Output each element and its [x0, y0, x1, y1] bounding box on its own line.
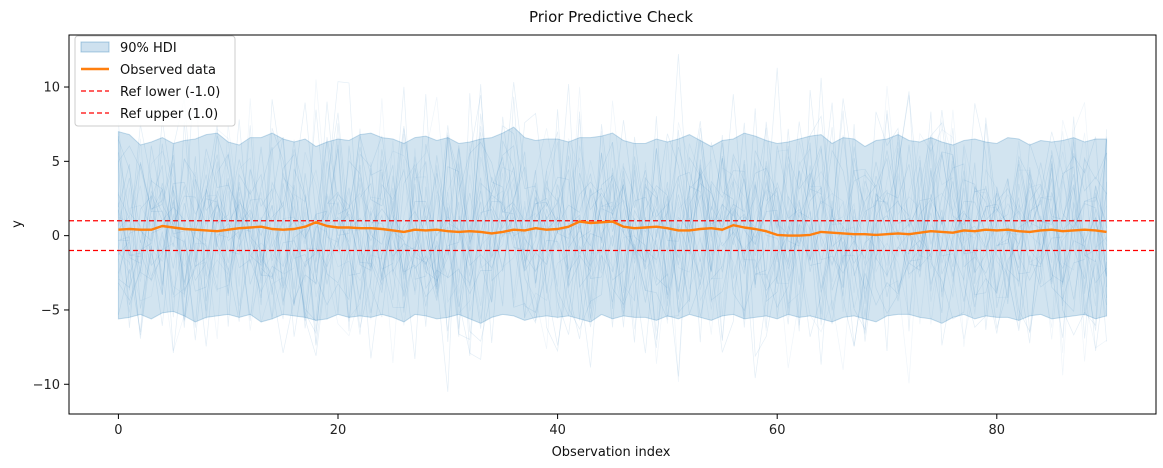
- x-tick-label: 0: [114, 423, 122, 438]
- prior-draw-line: [118, 96, 1107, 369]
- prior-draw-line: [118, 53, 1107, 379]
- x-tick-label: 20: [330, 423, 347, 438]
- prior-draw-line: [118, 85, 1107, 376]
- plot-area: [69, 53, 1156, 392]
- y-tick-label: −5: [41, 303, 60, 318]
- x-axis-label: Observation index: [552, 445, 671, 460]
- y-axis-ticks: −10 −5 0 5 10: [33, 81, 69, 393]
- legend: 90% HDI Observed data Ref lower (-1.0) R…: [74, 35, 236, 127]
- prior-draw-line: [118, 108, 1107, 347]
- prior-draw-line: [118, 94, 1107, 333]
- prior-draw-line: [118, 109, 1107, 347]
- plot-frame: [68, 34, 1157, 415]
- prior-draw-line: [118, 82, 1107, 359]
- legend-label-ref-lower: Ref lower (-1.0): [120, 85, 220, 100]
- prior-draw-line: [118, 77, 1107, 358]
- prior-draw-line: [118, 111, 1107, 354]
- y-tick-label: 0: [52, 229, 60, 244]
- hdi-band: [117, 126, 1108, 324]
- prior-draw-line: [118, 95, 1107, 329]
- prior-draw-line: [118, 91, 1107, 356]
- x-tick-label: 80: [989, 423, 1006, 438]
- prior-draw-line: [118, 67, 1107, 353]
- x-tick-label: 40: [549, 423, 566, 438]
- y-tick-label: −10: [33, 378, 60, 393]
- prior-draw-line: [118, 98, 1107, 360]
- legend-box: [74, 35, 236, 127]
- prior-draw-line: [118, 109, 1107, 329]
- prior-draw-line: [118, 111, 1107, 344]
- prior-draw-line: [118, 83, 1107, 368]
- x-tick-label: 60: [769, 423, 786, 438]
- legend-label-observed: Observed data: [120, 63, 216, 78]
- prior-draw-line: [118, 126, 1107, 392]
- legend-swatch-hdi: [80, 41, 110, 53]
- legend-label-hdi: 90% HDI: [120, 41, 177, 56]
- prior-draw-line: [118, 98, 1107, 382]
- prior-draw-line: [118, 86, 1107, 362]
- prior-draw-line: [118, 102, 1107, 326]
- prior-draw-line: [118, 95, 1107, 377]
- x-axis-ticks: 0 20 40 60 80: [114, 414, 1005, 438]
- y-tick-label: 10: [43, 81, 60, 96]
- y-tick-label: 5: [52, 155, 60, 170]
- y-axis-label: y: [10, 220, 25, 228]
- prior-predictive-draws: [118, 53, 1107, 392]
- prior-draw-line: [118, 89, 1107, 356]
- chart-title: Prior Predictive Check: [529, 8, 693, 26]
- prior-draw-line: [118, 61, 1107, 360]
- prior-draw-line: [118, 93, 1107, 354]
- observed-data-line: [118, 220, 1107, 237]
- prior-draw-line: [118, 113, 1107, 347]
- prior-draw-line: [118, 100, 1107, 384]
- legend-label-ref-upper: Ref upper (1.0): [120, 107, 218, 122]
